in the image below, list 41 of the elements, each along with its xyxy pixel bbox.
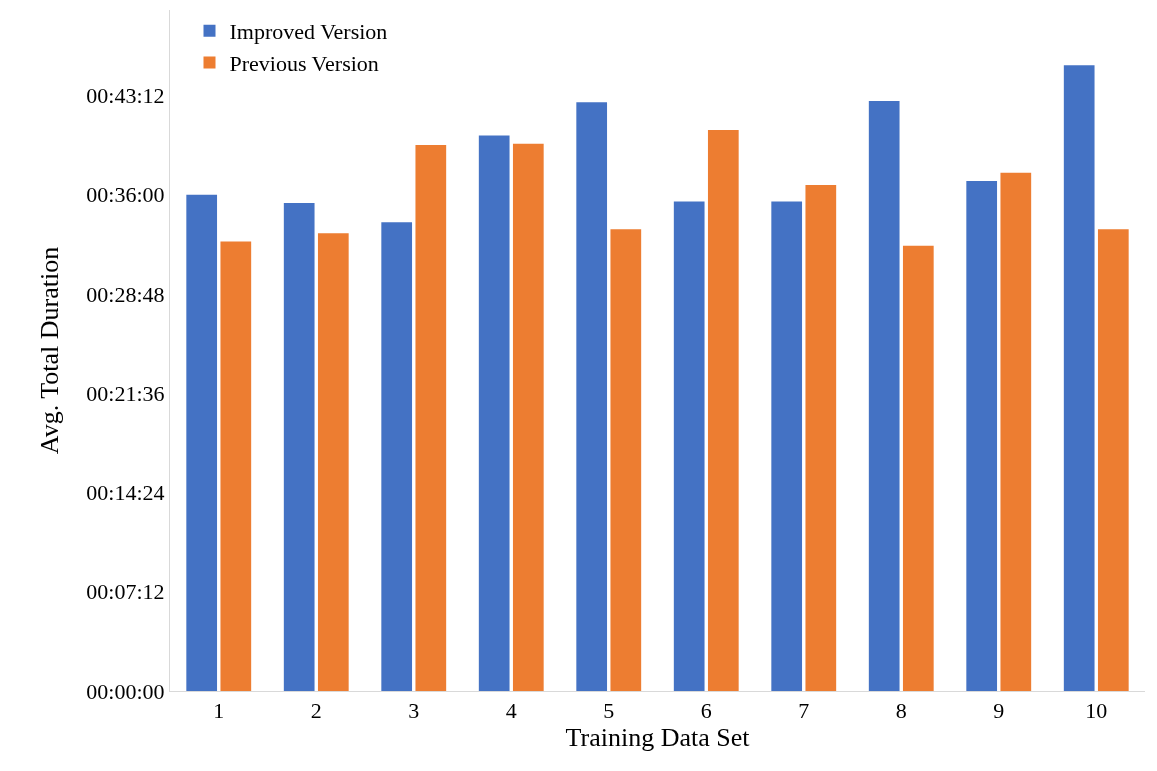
x-tick-label: 1 — [213, 698, 225, 724]
x-tick-label: 9 — [993, 698, 1005, 724]
y-tick-label: 00:07:12 — [86, 579, 165, 605]
bar — [381, 222, 413, 691]
x-tick-label: 4 — [505, 698, 517, 724]
bar — [610, 229, 642, 691]
bar — [576, 102, 608, 691]
bar — [771, 201, 803, 691]
bar — [805, 185, 837, 691]
bar — [186, 194, 218, 691]
y-tick-label: 00:14:24 — [86, 480, 165, 506]
bar — [317, 233, 349, 691]
x-tick-label: 3 — [408, 698, 420, 724]
bar — [673, 201, 705, 691]
bar — [283, 203, 315, 691]
x-tick-label: 6 — [700, 698, 712, 724]
bar — [707, 129, 739, 691]
bar — [1063, 65, 1095, 691]
legend-label: Previous Version — [229, 50, 379, 76]
y-tick-label: 00:43:12 — [86, 83, 165, 109]
y-tick-label: 00:21:36 — [86, 380, 165, 406]
x-tick-label: 5 — [603, 698, 615, 724]
bar — [415, 145, 447, 691]
x-tick-label: 8 — [895, 698, 907, 724]
x-axis-title: Training Data Set — [565, 723, 751, 753]
bar — [902, 245, 934, 691]
legend-label: Improved Version — [229, 19, 388, 45]
y-tick-label: 00:36:00 — [86, 182, 165, 208]
bar — [966, 180, 998, 691]
bar — [220, 241, 252, 691]
bar — [478, 135, 510, 691]
x-tick-label: 10 — [1085, 698, 1108, 724]
bar — [1097, 229, 1129, 691]
x-tick-label: 7 — [798, 698, 810, 724]
y-tick-label: 00:28:48 — [86, 281, 165, 307]
bar — [1000, 172, 1032, 691]
bar — [512, 143, 544, 691]
x-tick-label: 2 — [310, 698, 322, 724]
y-tick-label: 00:00:00 — [86, 678, 165, 704]
y-axis-title: Avg. Total Duration — [34, 246, 64, 455]
bar — [868, 100, 900, 691]
